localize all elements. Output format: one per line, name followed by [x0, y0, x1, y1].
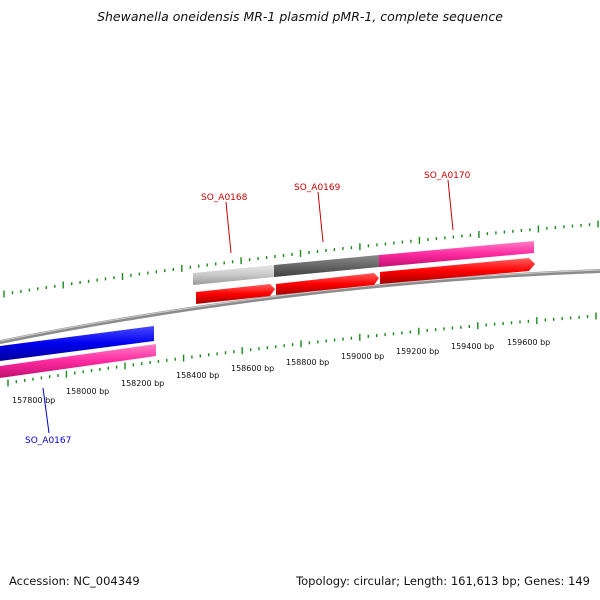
position-label: 159600 bp	[507, 338, 550, 347]
callout-leader	[317, 191, 324, 243]
position-label: 158400 bp	[176, 371, 219, 380]
inner-tick-arc	[7, 312, 597, 387]
gene-callout-so-a0167[interactable]: SO_A0167	[25, 387, 71, 446]
callout-leader	[42, 387, 50, 434]
gene-label-so-a0170[interactable]: SO_A0170	[424, 171, 471, 181]
gene-label-so-a0168[interactable]: SO_A0168	[201, 193, 248, 203]
feature-blue-bar	[0, 326, 154, 361]
map-title: Shewanella oneidensis MR-1 plasmid pMR-1…	[97, 9, 503, 24]
backbone-line	[0, 269, 600, 344]
feature-light-gray-segment	[193, 265, 274, 285]
callout-leader	[447, 179, 454, 231]
accession-text: Accession: NC_004349	[9, 574, 140, 588]
position-label: 159000 bp	[341, 352, 384, 361]
topology-summary-text: Topology: circular; Length: 161,613 bp; …	[296, 574, 590, 588]
position-label: 159200 bp	[396, 347, 439, 356]
position-label: 158600 bp	[231, 364, 274, 373]
feature-pink-segment-right	[379, 241, 534, 267]
gene-label-so-a0167[interactable]: SO_A0167	[25, 436, 71, 446]
gene-arrow-so-a0168	[196, 284, 275, 304]
gene-arrow-so-a0170	[380, 258, 535, 284]
position-label: 158800 bp	[286, 358, 329, 367]
outer-tick-arc	[3, 220, 599, 298]
gene-label-so-a0169[interactable]: SO_A0169	[294, 183, 341, 193]
feature-pink-bar-left	[0, 344, 156, 378]
backbone-highlight	[0, 269, 600, 342]
position-label: 158200 bp	[121, 379, 164, 388]
gene-callout-so-a0170[interactable]: SO_A0170	[424, 171, 471, 231]
feature-dark-gray-segment	[274, 255, 379, 277]
position-labels: 157800 bp 158000 bp 158200 bp 158400 bp …	[12, 338, 550, 405]
position-label: 157800 bp	[12, 396, 55, 405]
gene-callout-so-a0168[interactable]: SO_A0168	[201, 193, 248, 254]
position-label: 159400 bp	[451, 342, 494, 351]
position-label: 158000 bp	[66, 387, 109, 396]
gene-callout-so-a0169[interactable]: SO_A0169	[294, 183, 341, 243]
gene-arrow-so-a0169	[276, 273, 379, 295]
callout-leader	[225, 201, 232, 254]
